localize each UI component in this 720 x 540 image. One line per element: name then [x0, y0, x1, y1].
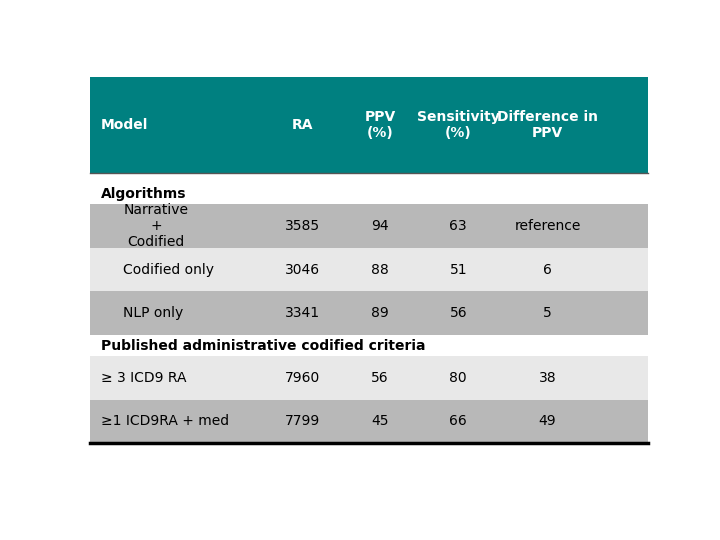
- Text: 88: 88: [372, 262, 389, 276]
- Text: 63: 63: [449, 219, 467, 233]
- Text: 3046: 3046: [284, 262, 320, 276]
- Text: 80: 80: [449, 370, 467, 384]
- Text: 56: 56: [449, 306, 467, 320]
- Text: 7960: 7960: [284, 370, 320, 384]
- Text: 94: 94: [372, 219, 389, 233]
- Text: Narrative
+
Codified: Narrative + Codified: [124, 202, 189, 249]
- Text: Codified only: Codified only: [124, 262, 215, 276]
- Bar: [90, 292, 648, 335]
- Bar: [90, 77, 648, 173]
- Text: RA: RA: [292, 118, 312, 132]
- Text: reference: reference: [514, 219, 581, 233]
- Text: Algorithms: Algorithms: [101, 187, 186, 201]
- Text: 5: 5: [543, 306, 552, 320]
- Text: ≥ 3 ICD9 RA: ≥ 3 ICD9 RA: [101, 370, 186, 384]
- Bar: [90, 356, 648, 400]
- Text: Published administrative codified criteria: Published administrative codified criter…: [101, 339, 426, 353]
- Text: 3585: 3585: [284, 219, 320, 233]
- Text: 56: 56: [372, 370, 389, 384]
- Text: Difference in
PPV: Difference in PPV: [497, 110, 598, 140]
- Text: 38: 38: [539, 370, 557, 384]
- Text: 6: 6: [543, 262, 552, 276]
- Text: 66: 66: [449, 414, 467, 428]
- Text: 89: 89: [372, 306, 389, 320]
- Text: 45: 45: [372, 414, 389, 428]
- Bar: [90, 204, 648, 248]
- Text: ≥1 ICD9RA + med: ≥1 ICD9RA + med: [101, 414, 229, 428]
- Text: 3341: 3341: [284, 306, 320, 320]
- Text: NLP only: NLP only: [124, 306, 184, 320]
- Text: Model: Model: [101, 118, 148, 132]
- Text: 51: 51: [449, 262, 467, 276]
- Text: PPV
(%): PPV (%): [364, 110, 396, 140]
- Text: 49: 49: [539, 414, 557, 428]
- Text: 7799: 7799: [284, 414, 320, 428]
- Text: Sensitivity
(%): Sensitivity (%): [417, 110, 500, 140]
- Bar: [90, 400, 648, 443]
- Bar: [90, 248, 648, 292]
